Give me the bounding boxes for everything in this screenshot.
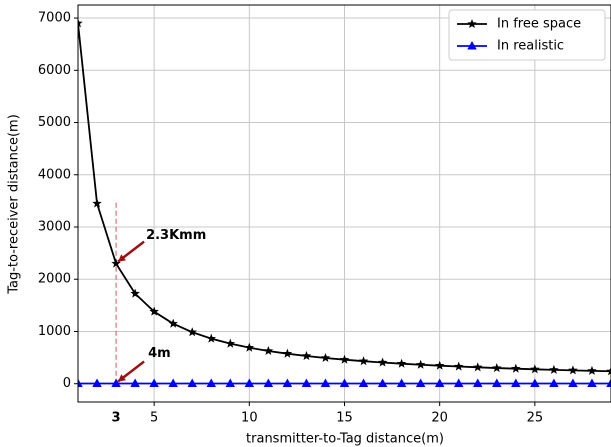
x-tick-label: 25	[527, 411, 544, 426]
data-point	[187, 378, 197, 388]
y-tick-label: 0	[63, 376, 71, 391]
data-point	[511, 378, 521, 388]
data-point	[472, 362, 483, 372]
data-point	[549, 378, 559, 388]
data-point	[530, 378, 540, 388]
data-point	[187, 327, 197, 337]
annotation: 2.3Kmm	[146, 228, 206, 243]
data-point	[206, 378, 216, 388]
plot-area	[78, 18, 611, 388]
data-point	[434, 378, 445, 388]
data-point	[149, 378, 159, 388]
x-axis-label: transmitter-to-Tag distance(m)	[246, 432, 444, 447]
data-point	[282, 348, 293, 358]
x-tick-label: 15	[336, 411, 353, 426]
data-point	[377, 378, 388, 388]
data-point	[492, 378, 502, 388]
y-tick-label: 1000	[38, 324, 71, 339]
data-point	[320, 352, 331, 363]
data-point	[149, 306, 159, 316]
annotation-arrowhead	[118, 254, 126, 262]
data-point	[339, 378, 350, 388]
data-point	[606, 378, 611, 388]
data-point	[92, 378, 102, 388]
plot-frame	[77, 4, 611, 403]
data-point	[358, 356, 369, 366]
legend-label: In realistic	[497, 39, 564, 54]
data-point	[415, 378, 426, 388]
data-point	[549, 364, 559, 374]
data-point	[130, 288, 140, 298]
data-point	[415, 359, 426, 369]
data-point	[282, 378, 293, 388]
data-point	[206, 333, 217, 343]
data-point	[453, 378, 464, 388]
data-point	[111, 378, 121, 388]
y-tick-label: 2000	[38, 272, 71, 287]
data-point	[587, 378, 597, 388]
data-point	[587, 365, 597, 375]
x-tick-label: 5	[150, 411, 158, 426]
data-point	[78, 18, 83, 28]
data-point	[377, 357, 388, 367]
annotation-arrowhead	[118, 374, 126, 382]
data-point	[263, 378, 274, 388]
data-point	[78, 378, 83, 388]
y-tick-label: 4000	[38, 167, 71, 182]
y-axis-label: Tag-to-receiver distance(m)	[7, 114, 22, 295]
data-point	[396, 358, 407, 368]
data-point	[130, 378, 140, 388]
highlight-tick-label: 3	[112, 411, 121, 426]
data-point	[396, 378, 407, 388]
data-point	[168, 378, 178, 388]
y-tick-label: 5000	[38, 115, 71, 130]
data-point	[339, 354, 350, 364]
data-point	[225, 338, 236, 348]
legend-box	[448, 9, 606, 61]
x-tick-label: 10	[241, 411, 258, 426]
data-point	[530, 364, 540, 374]
data-point	[301, 350, 312, 361]
data-point	[244, 342, 255, 352]
data-point	[168, 318, 178, 328]
legend-label: In free space	[497, 17, 581, 32]
x-tick-label: 20	[431, 411, 448, 426]
data-point	[568, 378, 578, 388]
data-point	[92, 198, 102, 208]
data-point	[453, 361, 464, 371]
legend-marker	[467, 19, 477, 29]
data-point	[225, 378, 236, 388]
y-tick-label: 3000	[38, 220, 71, 235]
data-point	[358, 378, 369, 388]
legend-marker	[467, 41, 477, 50]
data-point	[320, 378, 331, 388]
y-tick-label: 6000	[38, 63, 71, 78]
data-point	[492, 363, 502, 373]
data-point	[606, 366, 611, 376]
data-point	[473, 378, 483, 388]
data-point	[511, 363, 521, 373]
data-point	[111, 258, 121, 268]
data-point	[568, 365, 578, 375]
data-point	[301, 378, 312, 388]
data-point	[263, 345, 274, 356]
y-tick-label: 7000	[38, 11, 71, 26]
data-point	[434, 360, 445, 370]
annotation: 4m	[148, 346, 171, 361]
data-point	[244, 378, 255, 388]
